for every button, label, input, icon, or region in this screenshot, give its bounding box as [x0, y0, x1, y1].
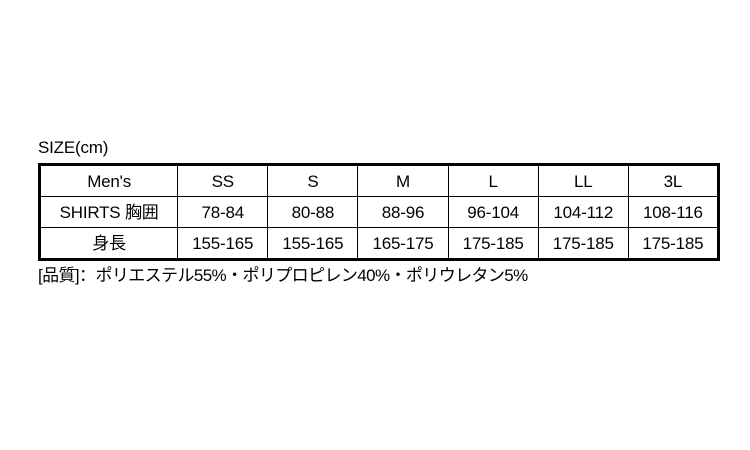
- row-label-height: 身長: [38, 227, 179, 260]
- header-cell-size-ss: SS: [177, 164, 269, 197]
- height-value-ll: 175-185: [537, 227, 629, 260]
- header-cell-size-ll: LL: [537, 164, 629, 197]
- height-value-3l: 175-185: [627, 227, 720, 260]
- table-row-chest: SHIRTS 胸囲 78-84 80-88 88-96 96-104 104-1…: [38, 196, 720, 228]
- height-value-s: 155-165: [267, 227, 359, 260]
- table-header-row: Men's SS S M L LL 3L: [38, 164, 720, 197]
- header-cell-size-s: S: [267, 164, 359, 197]
- header-cell-size-m: M: [357, 164, 449, 197]
- row-label-chest: SHIRTS 胸囲: [38, 196, 179, 228]
- chest-value-s: 80-88: [267, 196, 359, 228]
- height-value-m: 165-175: [357, 227, 449, 260]
- height-value-ss: 155-165: [177, 227, 269, 260]
- chest-value-ss: 78-84: [177, 196, 269, 228]
- header-cell-label: Men's: [38, 164, 179, 197]
- header-cell-size-3l: 3L: [627, 164, 720, 197]
- size-caption: SIZE(cm): [38, 138, 109, 157]
- chest-value-m: 88-96: [357, 196, 449, 228]
- size-table: Men's SS S M L LL 3L SHIRTS 胸囲 78-84 80-…: [38, 163, 720, 261]
- quality-note: [品質]：ポリエステル55%・ポリプロピレン40%・ポリウレタン5%: [38, 266, 528, 285]
- table-row-height: 身長 155-165 155-165 165-175 175-185 175-1…: [38, 227, 720, 260]
- chest-value-ll: 104-112: [537, 196, 629, 228]
- height-value-l: 175-185: [447, 227, 539, 260]
- size-chart-sheet: SIZE(cm) Men's SS S M L LL 3L SHIRTS 胸囲: [38, 138, 720, 286]
- chest-value-l: 96-104: [447, 196, 539, 228]
- header-cell-size-l: L: [447, 164, 539, 197]
- chest-value-3l: 108-116: [627, 196, 720, 228]
